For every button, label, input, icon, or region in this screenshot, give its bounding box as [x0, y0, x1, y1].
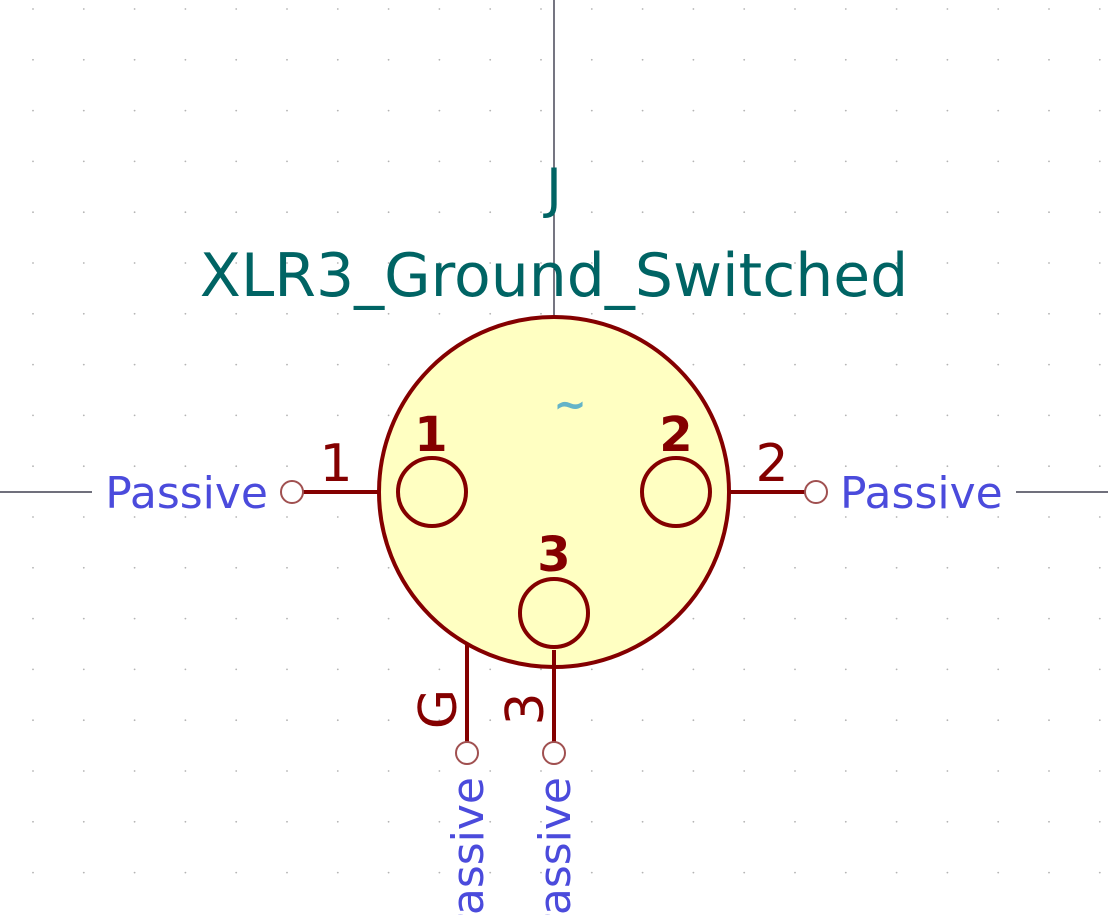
value-field[interactable]: XLR3_Ground_Switched [200, 241, 908, 311]
pin-3-type: Passive [530, 777, 581, 915]
reference-field[interactable]: J [543, 157, 562, 220]
pin-name-3: 3 [537, 527, 570, 583]
contact-circle-1 [396, 456, 468, 528]
pin-2-number: 2 [755, 434, 788, 494]
pin-2-endpoint[interactable] [804, 480, 828, 504]
alternate-marker: ~ [553, 382, 587, 428]
pin-name-2: 2 [659, 407, 692, 463]
pin-2[interactable]: 2 Passive [728, 434, 1003, 519]
contact-circle-3 [518, 577, 590, 649]
pin-name-1: 1 [414, 407, 447, 463]
pin-3-endpoint[interactable] [542, 741, 566, 765]
pin-1[interactable]: 1 Passive [105, 434, 380, 519]
pin-g-number: G [409, 689, 469, 729]
connector-body[interactable] [377, 315, 731, 669]
pin-3[interactable]: 3 Passive [496, 650, 581, 920]
pin-1-endpoint[interactable] [280, 480, 304, 504]
pin-g-type: Passive [443, 777, 494, 915]
contact-circle-2 [640, 456, 712, 528]
pin-1-type: Passive [105, 468, 268, 519]
pin-2-type: Passive [840, 468, 1003, 519]
pin-g[interactable]: G Passive [409, 645, 494, 920]
pin-1-number: 1 [319, 434, 352, 494]
pin-g-endpoint[interactable] [455, 741, 479, 765]
pin-3-number: 3 [496, 692, 556, 725]
